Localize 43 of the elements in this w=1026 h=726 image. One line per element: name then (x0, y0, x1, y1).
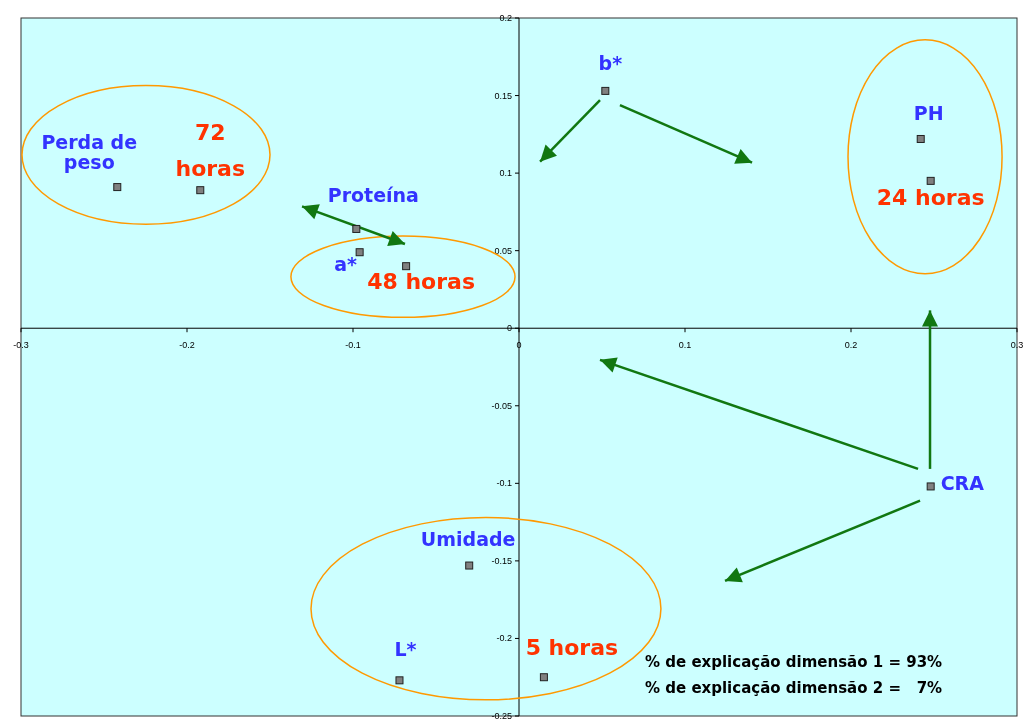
point (539, 673, 548, 682)
point (916, 134, 925, 143)
annotation: b* (598, 51, 623, 74)
annotation: a* (334, 253, 358, 276)
annotation: CRA (940, 472, 985, 495)
point (395, 676, 404, 685)
point (465, 561, 474, 570)
annotation: 24 horas (876, 184, 985, 210)
x-tick-label: 0.1 (678, 340, 692, 351)
point (601, 86, 610, 95)
y-tick-label: 0.05 (494, 245, 512, 256)
point (113, 183, 122, 192)
y-tick-label: 0.2 (499, 13, 512, 23)
y-tick-label: -0.2 (496, 633, 512, 644)
annotation: 5 horas (525, 635, 619, 661)
point (402, 262, 411, 271)
x-tick-label: 0 (516, 340, 522, 351)
annotation: L* (394, 638, 417, 661)
x-tick-label: -0.1 (345, 340, 361, 351)
x-tick-label: -0.3 (13, 340, 29, 351)
annotation: 48 horas (367, 269, 476, 295)
y-tick-label: 0.15 (494, 90, 512, 101)
point (926, 482, 935, 491)
y-tick-label: 0.1 (499, 168, 512, 179)
annotation: 72 horas (175, 120, 246, 182)
point (196, 186, 205, 195)
y-tick-label: -0.1 (496, 478, 512, 489)
y-tick-label: -0.05 (491, 400, 512, 411)
x-tick-label: 0.2 (844, 340, 858, 351)
annotation: Perda de peso (41, 131, 138, 174)
x-tick-label: 0.3 (1010, 340, 1024, 351)
point (352, 224, 361, 233)
annotation: % de explicação dimensão 2 = 7% (645, 679, 943, 697)
annotation: % de explicação dimensão 1 = 93% (645, 653, 943, 671)
y-tick-label: -0.15 (491, 555, 512, 566)
annotation: Proteína (327, 183, 419, 206)
annotation: PH (913, 101, 944, 124)
y-tick-label: -0.25 (491, 711, 512, 721)
x-tick-label: -0.2 (179, 340, 195, 351)
point (355, 248, 364, 257)
point (926, 176, 935, 185)
annotation: Umidade (420, 527, 516, 550)
y-tick-label: 0 (506, 323, 512, 334)
